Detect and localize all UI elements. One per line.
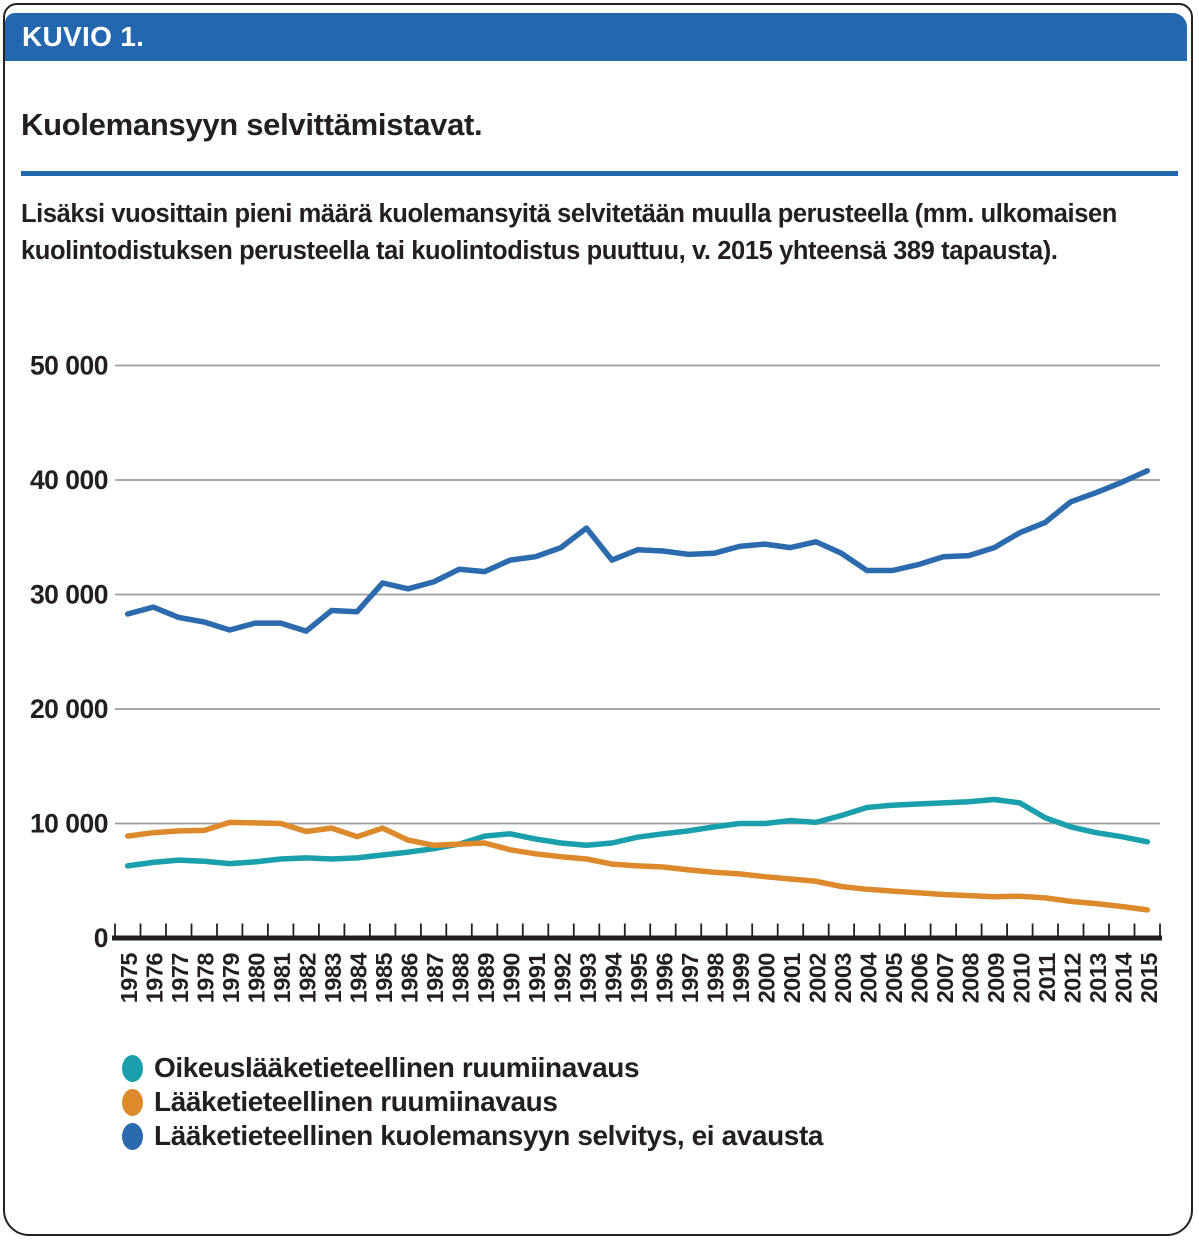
x-axis-label: 2002	[804, 953, 830, 1004]
y-axis-label: 0	[94, 923, 108, 953]
x-axis-label: 1996	[652, 953, 678, 1004]
x-axis-label: 2012	[1059, 953, 1085, 1004]
x-axis-label: 1986	[397, 953, 423, 1004]
figure-header-bar: KUVIO 1.	[5, 13, 1187, 61]
x-axis-label: 2000	[753, 953, 779, 1004]
legend-label: Lääketieteellinen ruumiinavaus	[154, 1086, 558, 1117]
x-axis-label: 1975	[116, 953, 142, 1004]
title-divider	[21, 171, 1178, 176]
legend-marker-orange-icon	[122, 1088, 143, 1116]
x-axis-label: 1981	[269, 953, 295, 1004]
x-axis-label: 1989	[473, 953, 499, 1004]
x-axis-label: 1983	[320, 953, 346, 1004]
legend-label: Oikeuslääketieteellinen ruumiinavaus	[154, 1052, 640, 1083]
x-axis-label: 1995	[626, 953, 652, 1004]
y-axis-label: 50 000	[30, 351, 108, 381]
x-axis-label: 1993	[575, 953, 601, 1004]
x-axis-label: 1997	[677, 953, 703, 1004]
description-line-2: kuolintodistuksen perusteella tai kuolin…	[21, 236, 1058, 265]
x-axis-label: 1987	[422, 953, 448, 1004]
x-axis-label: 1977	[167, 953, 193, 1004]
x-axis-label: 1990	[499, 953, 525, 1004]
legend-item: Lääketieteellinen ruumiinavaus	[122, 1085, 823, 1119]
series-line	[124, 796, 1151, 869]
x-axis-label: 2014	[1110, 953, 1136, 1004]
y-axis-label: 30 000	[30, 580, 108, 610]
x-axis-label: 2003	[830, 953, 856, 1004]
x-axis-label: 1991	[524, 953, 550, 1004]
x-axis-label: 2001	[779, 953, 805, 1004]
y-axis-label: 20 000	[30, 694, 108, 724]
x-axis-label: 1999	[728, 953, 754, 1004]
x-axis-label: 1985	[371, 953, 397, 1004]
legend-marker-teal-icon	[122, 1054, 143, 1082]
x-axis-label: 2005	[881, 953, 907, 1004]
x-axis-label: 2011	[1034, 953, 1060, 1002]
x-axis-label: 2007	[932, 953, 958, 1004]
y-axis-label: 40 000	[30, 465, 108, 495]
legend-marker-blue-icon	[122, 1122, 143, 1150]
x-axis-label: 1998	[703, 953, 729, 1004]
x-axis-label: 1992	[550, 953, 576, 1004]
legend-item: Oikeuslääketieteellinen ruumiinavaus	[122, 1051, 823, 1085]
x-axis-label: 1984	[346, 953, 372, 1004]
figure-kicker: KUVIO 1.	[22, 21, 145, 52]
y-axis-label: 10 000	[30, 809, 108, 839]
x-axis-label: 2015	[1136, 953, 1162, 1004]
x-axis-label: 1994	[601, 953, 627, 1004]
x-axis-label: 2010	[1008, 953, 1034, 1004]
chart-legend: Oikeuslääketieteellinen ruumiinavaus Lää…	[122, 1051, 823, 1153]
series-line	[124, 468, 1151, 634]
series-line	[124, 819, 1151, 913]
x-axis-label: 1982	[295, 953, 321, 1004]
description-line-1: Lisäksi vuosittain pieni määrä kuolemans…	[21, 200, 1117, 228]
figure-description: Lisäksi vuosittain pieni määrä kuolemans…	[21, 196, 1117, 269]
x-axis-label: 1980	[244, 953, 270, 1004]
x-axis-label: 1976	[142, 953, 168, 1004]
x-axis-label: 1988	[448, 953, 474, 1004]
figure-title: Kuolemansyyn selvittämistavat.	[21, 107, 483, 142]
x-axis-label: 2004	[855, 953, 881, 1004]
x-axis-label: 2006	[906, 953, 932, 1004]
x-axis-label: 1978	[193, 953, 219, 1004]
legend-label: Lääketieteellinen kuolemansyyn selvitys,…	[154, 1120, 824, 1151]
x-axis-label: 2009	[983, 953, 1009, 1004]
x-axis-label: 2013	[1085, 953, 1111, 1004]
x-axis-label: 1979	[218, 953, 244, 1004]
legend-item: Lääketieteellinen kuolemansyyn selvitys,…	[122, 1119, 823, 1153]
x-axis-label: 2008	[957, 953, 983, 1004]
